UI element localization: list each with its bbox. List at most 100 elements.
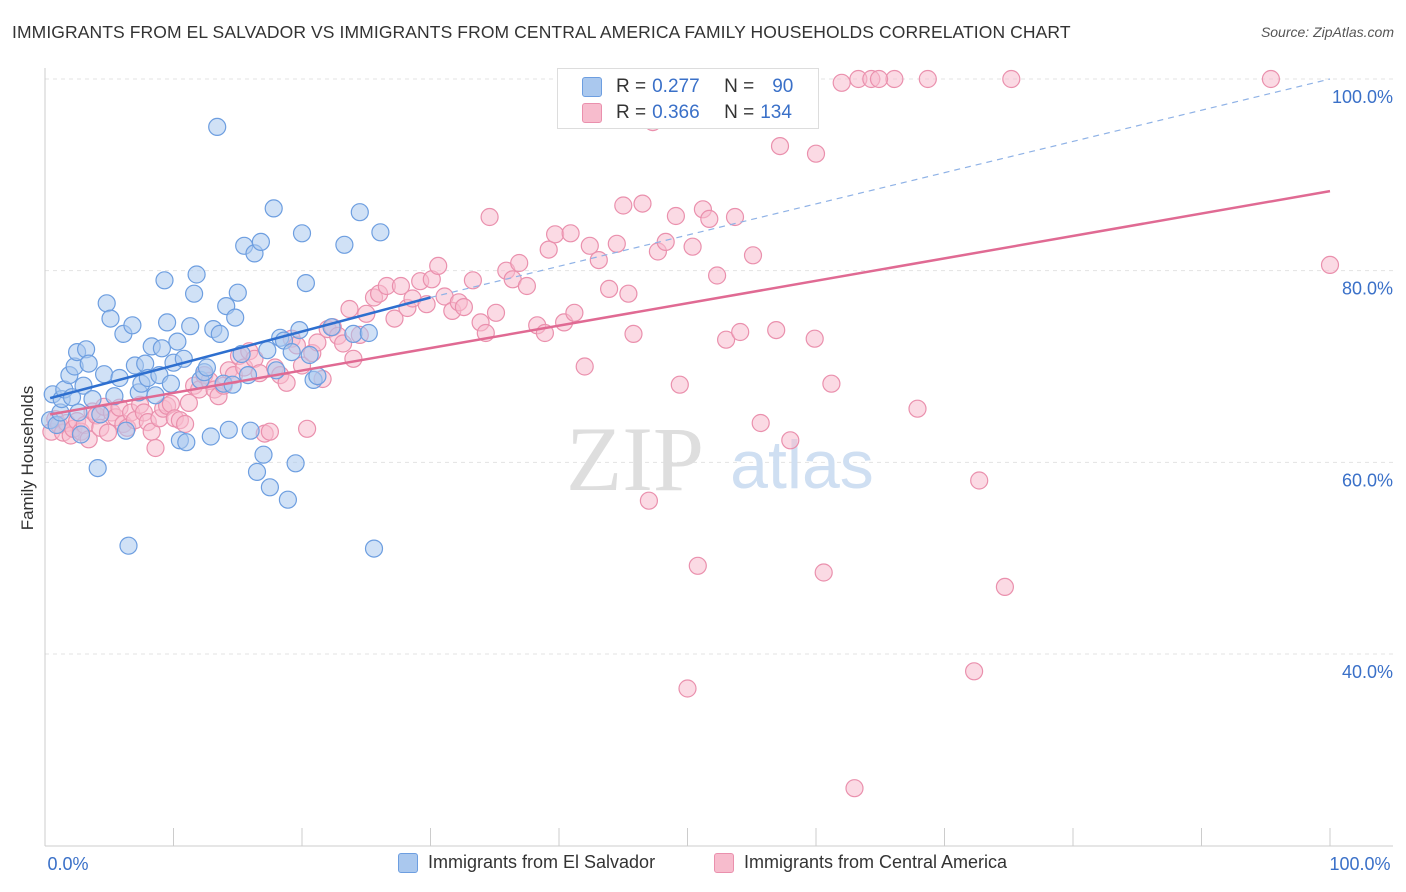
el-salvador-trend-extension bbox=[430, 78, 1331, 299]
central-america-point bbox=[589, 251, 608, 270]
central-america-point bbox=[970, 471, 989, 490]
n-label: N = bbox=[724, 102, 755, 123]
el-salvador-point bbox=[161, 374, 180, 393]
x-tick-labels: 0.0% 100.0% bbox=[47, 854, 1390, 874]
central-america-point bbox=[599, 279, 619, 298]
central-america-point bbox=[614, 196, 633, 215]
n-label: N = bbox=[724, 76, 755, 97]
central-america-point bbox=[580, 236, 599, 255]
central-america-point bbox=[639, 491, 659, 510]
el-salvador-point bbox=[286, 454, 305, 473]
central-america-point bbox=[678, 679, 697, 698]
stats-legend: R = 0.277 N = 90 R = 0.366 N = 134 bbox=[557, 68, 819, 129]
central-america-point bbox=[814, 563, 833, 582]
central-america-point bbox=[385, 309, 404, 328]
x-tick-label-100: 100.0% bbox=[1329, 854, 1390, 874]
el-salvador-point bbox=[97, 294, 116, 313]
el-salvador-point bbox=[105, 387, 124, 406]
central-america-point bbox=[731, 322, 750, 342]
central-america-point bbox=[885, 69, 904, 89]
watermark: ZIP atlas bbox=[566, 408, 874, 510]
central-america-point bbox=[707, 266, 727, 285]
central-america-point bbox=[539, 240, 558, 259]
el-salvador-point bbox=[300, 345, 319, 365]
el-salvador-point bbox=[197, 358, 216, 377]
trend-lines bbox=[49, 78, 1331, 416]
central-america-point bbox=[298, 419, 317, 438]
central-america-point bbox=[751, 413, 770, 433]
el-salvador-point bbox=[181, 317, 200, 336]
central-america-point bbox=[510, 253, 529, 273]
central-america-point bbox=[565, 303, 584, 322]
el-salvador-point bbox=[69, 403, 88, 422]
y-tick-label-100: 100.0% bbox=[1332, 87, 1393, 107]
el-salvador-point bbox=[228, 283, 247, 302]
central-america-point bbox=[918, 69, 937, 89]
central-america-point bbox=[964, 662, 984, 681]
central-america-point bbox=[1261, 69, 1281, 89]
el-salvador-point bbox=[152, 339, 171, 358]
el-salvador-point bbox=[308, 367, 327, 386]
central-america-point bbox=[624, 324, 643, 343]
el-salvador-point bbox=[241, 421, 260, 440]
central-america-point bbox=[688, 556, 707, 575]
central-america-point bbox=[832, 73, 851, 92]
legend-label: Immigrants from El Salvador bbox=[428, 852, 656, 872]
central-america-point bbox=[454, 298, 473, 317]
central-america-point bbox=[176, 414, 195, 434]
el-salvador-point bbox=[278, 490, 297, 509]
central-america-point bbox=[429, 256, 448, 275]
el-salvador-point bbox=[292, 224, 312, 243]
y-tick-label-40: 40.0% bbox=[1342, 662, 1393, 682]
central-america-point bbox=[344, 349, 363, 368]
el-salvador-point bbox=[177, 433, 196, 452]
central-america-point bbox=[805, 329, 824, 348]
axes bbox=[44, 68, 1393, 847]
r-label: R = bbox=[616, 76, 647, 97]
el-salvador-point bbox=[264, 199, 283, 218]
watermark-atlas: atlas bbox=[730, 427, 874, 503]
el-salvador-point bbox=[371, 223, 390, 242]
n-value: 90 bbox=[772, 76, 794, 97]
central-america-point bbox=[670, 375, 689, 394]
el-salvador-point bbox=[260, 478, 279, 497]
central-america-point bbox=[770, 137, 790, 156]
el-salvador-point bbox=[187, 265, 206, 284]
el-salvador-point bbox=[79, 354, 98, 373]
el-salvador-trend-line bbox=[49, 296, 431, 400]
central-america-point bbox=[700, 209, 719, 228]
el-salvador-point bbox=[119, 536, 138, 555]
central-america-point bbox=[716, 330, 736, 349]
central-america-point bbox=[666, 206, 686, 226]
el-salvador-point bbox=[123, 316, 142, 335]
el-salvador-point bbox=[226, 308, 245, 327]
central-america-point bbox=[179, 393, 198, 412]
central-america-point bbox=[561, 224, 580, 243]
central-america-point bbox=[607, 234, 626, 253]
el-salvador-point bbox=[101, 309, 120, 328]
central-america-point bbox=[98, 423, 118, 442]
pink-swatch bbox=[714, 852, 734, 873]
central-america-point bbox=[908, 399, 927, 418]
central-america-point bbox=[683, 237, 702, 256]
y-tick-label-80: 80.0% bbox=[1342, 279, 1393, 299]
el-salvador-point bbox=[350, 203, 369, 222]
central-america-point bbox=[340, 299, 359, 319]
el-salvador-point bbox=[282, 343, 301, 362]
central-america-point bbox=[486, 303, 506, 322]
central-america-point bbox=[619, 284, 638, 303]
el-salvador-point bbox=[296, 274, 315, 293]
chart-title: IMMIGRANTS FROM EL SALVADOR VS IMMIGRANT… bbox=[12, 22, 1071, 42]
r-label: R = bbox=[616, 102, 647, 123]
el-salvador-point bbox=[251, 232, 270, 251]
central-america-point bbox=[781, 431, 800, 450]
central-america-point bbox=[845, 779, 864, 798]
central-america-point bbox=[995, 577, 1015, 597]
central-america-point bbox=[1320, 255, 1340, 274]
el-salvador-point bbox=[155, 271, 174, 290]
stats-legend-row-el-salvador: R = 0.277 N = 90 bbox=[582, 74, 793, 100]
pink-swatch bbox=[582, 103, 602, 123]
r-value: 0.366 bbox=[652, 102, 700, 123]
central-america-point bbox=[575, 357, 594, 376]
